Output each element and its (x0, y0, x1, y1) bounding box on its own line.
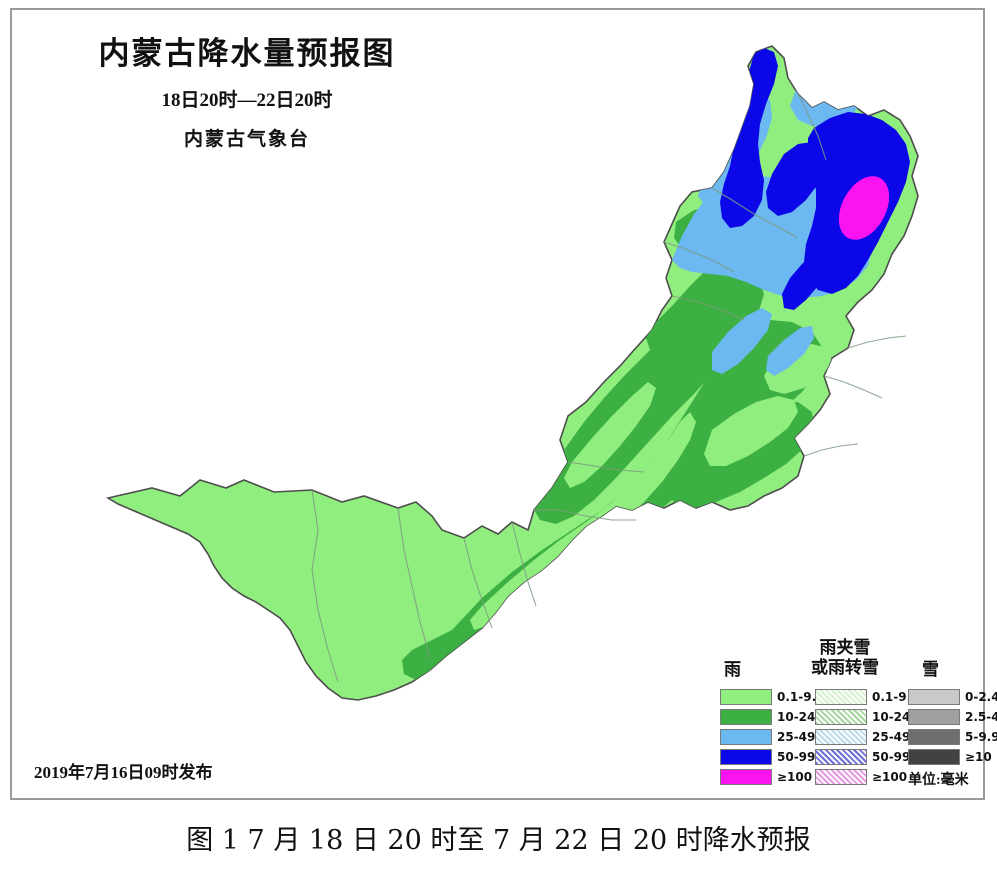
legend-row-snow-2: 5-9.9 (908, 728, 997, 746)
legend-header-snow: 雪 (922, 660, 939, 679)
legend: 雨 雨夹雪 或雨转雪 雪 0.1-9.9 10-24.9 25-49.9 50-99.… (712, 626, 997, 794)
map-internal-borders (311, 93, 907, 683)
legend-swatch-sleet-1 (815, 709, 867, 725)
legend-row-rain-4: ≥100 (720, 768, 828, 786)
issue-timestamp: 2019年7月16日09时发布 (34, 763, 213, 782)
legend-label-sleet-4: ≥100 (872, 770, 908, 784)
band-50-99-hulunbuir-mid-core (766, 142, 824, 216)
band-25-49-hinggan-patch-a (712, 308, 772, 374)
legend-row-sleet-2: 25-49.9 (815, 728, 923, 746)
map-subtitle: 18日20时—22日20时 (161, 90, 333, 111)
legend-label-snow-1: 2.5-4.9 (965, 710, 997, 724)
legend-row-rain-0: 0.1-9.9 (720, 688, 828, 706)
legend-unit: 单位:毫米 (908, 773, 969, 788)
legend-swatch-snow-3 (908, 749, 960, 765)
legend-row-snow-0: 0-2.4 (908, 688, 997, 706)
band-0-9-carve-hinggan (564, 382, 656, 488)
band-25-49-hinggan-patch-b (766, 326, 814, 376)
legend-row-rain-1: 10-24.9 (720, 708, 828, 726)
legend-header-sleet-line2: 或雨转雪 (811, 658, 879, 677)
precipitation-map[interactable] (12, 10, 987, 802)
legend-swatch-rain-2 (720, 729, 772, 745)
legend-swatch-sleet-2 (815, 729, 867, 745)
map-issuer: 内蒙古气象台 (183, 129, 310, 150)
legend-row-snow-3: ≥10 (908, 748, 997, 766)
band-0-9-carve-ne (764, 344, 832, 394)
legend-label-sleet-0: 0.1-9.9 (872, 690, 920, 704)
legend-swatch-snow-2 (908, 729, 960, 745)
legend-label-rain-4: ≥100 (777, 770, 813, 784)
band-100plus-core (838, 176, 890, 240)
legend-header-rain: 雨 (724, 660, 741, 679)
band-50-99-hulunbuir-tail (782, 254, 826, 310)
legend-label-rain-0: 0.1-9.9 (777, 690, 825, 704)
legend-swatch-rain-1 (720, 709, 772, 725)
legend-column-snow: 0-2.4 2.5-4.9 5-9.9 ≥10 (908, 688, 997, 768)
legend-row-sleet-0: 0.1-9.9 (815, 688, 923, 706)
legend-swatch-rain-4 (720, 769, 772, 785)
legend-label-snow-3: ≥10 (965, 750, 992, 764)
legend-swatch-snow-0 (908, 689, 960, 705)
legend-swatch-rain-0 (720, 689, 772, 705)
legend-swatch-sleet-4 (815, 769, 867, 785)
legend-swatch-sleet-3 (815, 749, 867, 765)
legend-label-snow-0: 0-2.4 (965, 690, 997, 704)
figure-frame: 内蒙古降水量预报图 18日20时—22日20时 内蒙古气象台 2019年7月16… (10, 8, 997, 802)
legend-row-rain-3: 50-99.9 (720, 748, 828, 766)
legend-row-rain-2: 25-49.9 (720, 728, 828, 746)
legend-header-sleet: 雨夹雪 或雨转雪 (780, 638, 910, 678)
legend-swatch-rain-3 (720, 749, 772, 765)
legend-header-sleet-line1: 雨夹雪 (819, 638, 871, 657)
band-0-9-carve-east (704, 396, 798, 466)
legend-column-rain: 0.1-9.9 10-24.9 25-49.9 50-99.9 ≥100 (720, 688, 828, 788)
legend-row-sleet-4: ≥100 (815, 768, 923, 786)
legend-swatch-snow-1 (908, 709, 960, 725)
legend-column-sleet: 0.1-9.9 10-24.9 25-49.9 50-99.9 ≥100 (815, 688, 923, 788)
band-50-99-hulunbuir-west-core (720, 48, 778, 228)
title-block: 内蒙古降水量预报图 18日20时—22日20时 内蒙古气象台 (12, 28, 482, 151)
legend-row-snow-1: 2.5-4.9 (908, 708, 997, 726)
legend-label-snow-2: 5-9.9 (965, 730, 997, 744)
map-title: 内蒙古降水量预报图 (98, 36, 396, 72)
figure-caption: 图 1 7 月 18 日 20 时至 7 月 22 日 20 时降水预报 (186, 825, 811, 856)
legend-swatch-sleet-0 (815, 689, 867, 705)
